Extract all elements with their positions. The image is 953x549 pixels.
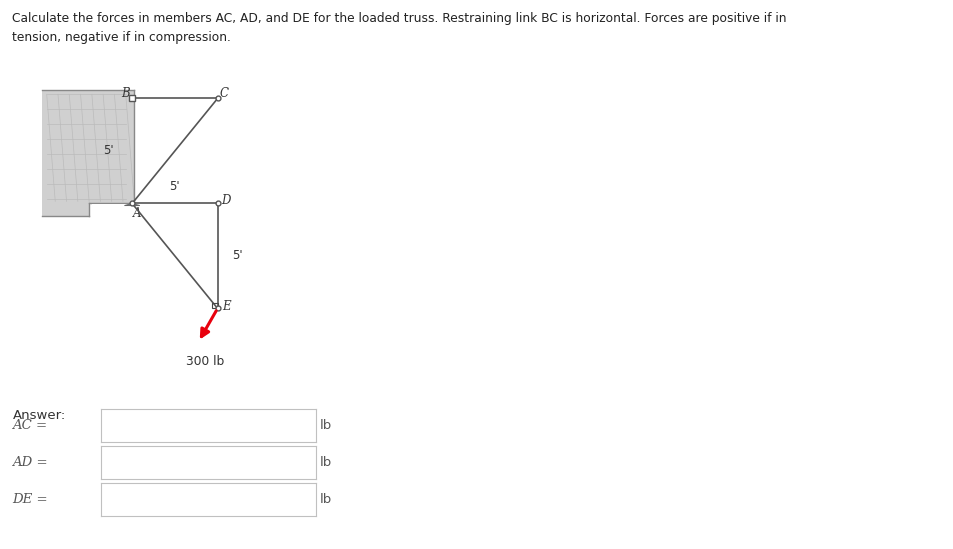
- Text: DE =: DE =: [12, 493, 48, 506]
- Text: C: C: [219, 87, 228, 100]
- Text: lb: lb: [319, 456, 332, 469]
- Text: lb: lb: [319, 419, 332, 432]
- Text: 5': 5': [170, 180, 180, 193]
- Text: 5': 5': [103, 144, 113, 158]
- Text: A: A: [132, 208, 141, 221]
- Text: Answer:: Answer:: [12, 409, 66, 422]
- Text: i: i: [83, 455, 88, 470]
- Text: i: i: [83, 418, 88, 433]
- Text: E: E: [222, 300, 231, 313]
- Text: lb: lb: [319, 493, 332, 506]
- Text: 5': 5': [233, 249, 243, 262]
- Text: D: D: [221, 194, 231, 206]
- Polygon shape: [42, 90, 134, 204]
- Text: i: i: [83, 492, 88, 507]
- Polygon shape: [91, 204, 130, 214]
- Text: AD =: AD =: [12, 456, 48, 469]
- Text: Calculate the forces in members AC, AD, and DE for the loaded truss. Restraining: Calculate the forces in members AC, AD, …: [12, 12, 786, 25]
- Text: AC =: AC =: [12, 419, 48, 432]
- Text: tension, negative if in compression.: tension, negative if in compression.: [12, 31, 231, 44]
- Text: B: B: [121, 87, 130, 100]
- Polygon shape: [124, 204, 140, 205]
- Text: 300 lb: 300 lb: [186, 355, 224, 368]
- Polygon shape: [42, 204, 90, 216]
